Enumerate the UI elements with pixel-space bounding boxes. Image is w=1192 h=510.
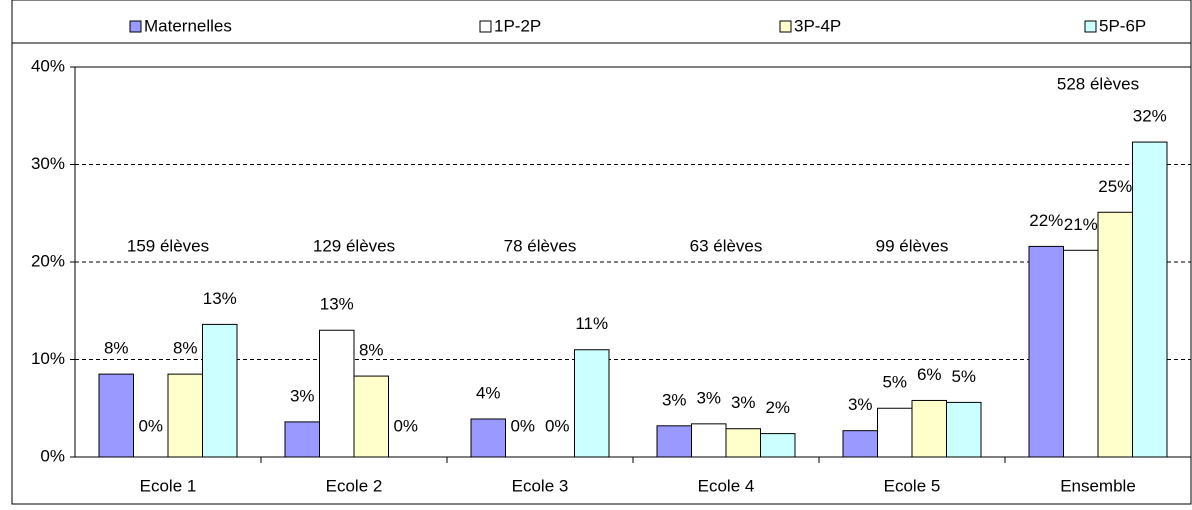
bar bbox=[353, 375, 389, 458]
annotation: 159 élèves bbox=[127, 236, 209, 255]
legend-label: 1P-2P bbox=[494, 16, 541, 35]
x-tick-label: Ecole 3 bbox=[512, 476, 569, 495]
annotation: 99 élèves bbox=[876, 236, 949, 255]
bar bbox=[877, 407, 913, 458]
bar bbox=[167, 373, 203, 458]
value-label: 0% bbox=[393, 416, 418, 435]
bar bbox=[842, 430, 878, 458]
x-tick-label: Ecole 1 bbox=[140, 476, 197, 495]
bar bbox=[1132, 141, 1168, 458]
bar bbox=[725, 428, 761, 458]
value-label: 2% bbox=[765, 398, 790, 417]
value-label: 6% bbox=[917, 365, 942, 384]
value-label: 22% bbox=[1029, 211, 1063, 230]
value-label: 3% bbox=[696, 388, 721, 407]
bar bbox=[691, 423, 727, 458]
bar bbox=[98, 373, 134, 458]
y-tick-label: 0% bbox=[40, 446, 65, 465]
bar bbox=[760, 433, 796, 458]
value-label: 13% bbox=[320, 295, 354, 314]
x-tick-label: Ecole 2 bbox=[326, 476, 383, 495]
legend-swatch bbox=[479, 20, 492, 33]
legend-swatch bbox=[779, 20, 792, 33]
value-label: 8% bbox=[359, 341, 384, 360]
y-tick-label: 30% bbox=[31, 154, 65, 173]
value-label: 4% bbox=[476, 383, 501, 402]
value-label: 3% bbox=[731, 393, 756, 412]
value-label: 13% bbox=[203, 289, 237, 308]
bar bbox=[202, 323, 238, 458]
legend-label: Maternelles bbox=[144, 16, 232, 35]
x-tick-label: Ecole 5 bbox=[884, 476, 941, 495]
annotation: 63 élèves bbox=[690, 236, 763, 255]
legend-swatch bbox=[129, 20, 142, 33]
bar bbox=[946, 401, 982, 458]
value-label: 3% bbox=[662, 390, 687, 409]
annotation: 129 élèves bbox=[313, 236, 395, 255]
annotation: 78 élèves bbox=[504, 236, 577, 255]
value-label: 5% bbox=[882, 373, 907, 392]
bar bbox=[1028, 245, 1064, 458]
value-label: 21% bbox=[1064, 215, 1098, 234]
value-label: 0% bbox=[138, 416, 163, 435]
y-tick-label: 20% bbox=[31, 251, 65, 270]
bar bbox=[656, 425, 692, 458]
value-label: 8% bbox=[104, 339, 129, 358]
value-label: 32% bbox=[1133, 107, 1167, 126]
bar bbox=[1097, 211, 1133, 458]
bar bbox=[470, 418, 506, 458]
value-label: 3% bbox=[290, 386, 315, 405]
x-tick-label: Ensemble bbox=[1060, 476, 1136, 495]
value-label: 8% bbox=[173, 339, 198, 358]
legend-label: 5P-6P bbox=[1099, 16, 1146, 35]
value-label: 0% bbox=[510, 416, 535, 435]
bar bbox=[284, 421, 320, 458]
y-tick-label: 10% bbox=[31, 349, 65, 368]
annotation: 528 élèves bbox=[1057, 74, 1139, 93]
bar bbox=[574, 349, 610, 458]
value-label: 25% bbox=[1098, 177, 1132, 196]
bar bbox=[1063, 249, 1099, 458]
value-label: 5% bbox=[951, 367, 976, 386]
bar bbox=[319, 329, 355, 458]
x-tick-label: Ecole 4 bbox=[698, 476, 755, 495]
y-tick-label: 40% bbox=[31, 56, 65, 75]
frame bbox=[11, 0, 1192, 505]
legend-swatch bbox=[1084, 20, 1097, 33]
legend-label: 3P-4P bbox=[794, 16, 841, 35]
value-label: 3% bbox=[848, 395, 873, 414]
value-label: 0% bbox=[545, 416, 570, 435]
bar bbox=[911, 399, 947, 458]
value-label: 11% bbox=[575, 314, 608, 333]
